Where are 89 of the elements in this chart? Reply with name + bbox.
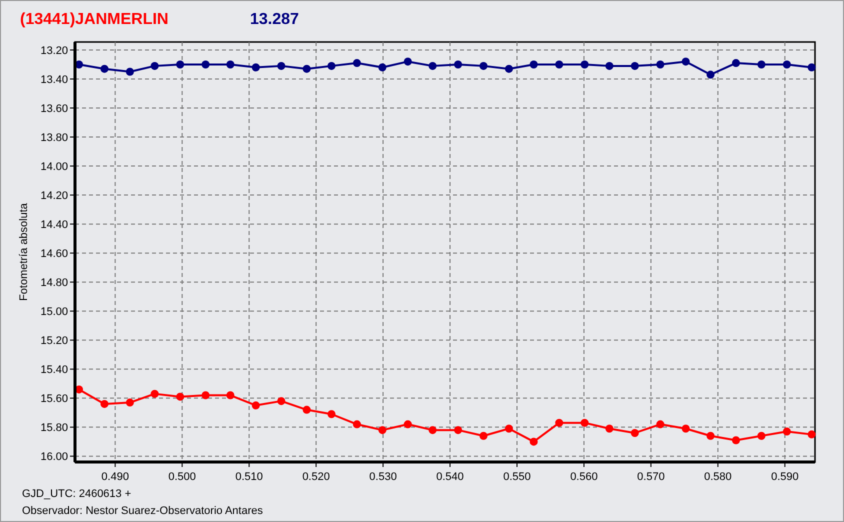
point — [126, 398, 134, 407]
chart-subtitle: 13.287 — [250, 11, 300, 28]
point — [682, 58, 690, 66]
point — [100, 64, 108, 73]
y-tick-label: 14.20 — [40, 190, 68, 202]
x-tick-label: 0.590 — [771, 471, 799, 483]
point — [782, 60, 791, 68]
point — [732, 59, 740, 68]
y-tick-label: 13.40 — [40, 74, 68, 86]
point — [176, 392, 184, 401]
point — [808, 63, 816, 72]
point — [302, 406, 311, 414]
point — [682, 424, 690, 433]
x-tick-label: 0.490 — [101, 471, 129, 483]
y-tick-label: 14.40 — [40, 219, 68, 232]
point — [454, 426, 462, 434]
point — [605, 62, 614, 70]
text: Observador: Nestor Suarez-Observatorio Antares — [22, 505, 264, 517]
point — [150, 390, 159, 398]
point — [555, 60, 564, 68]
point — [176, 60, 184, 68]
point — [656, 60, 664, 68]
y-tick-label: 15.00 — [40, 306, 68, 318]
point — [656, 420, 664, 428]
point — [580, 60, 589, 68]
y-tick-label: 14.60 — [40, 248, 68, 260]
point — [404, 58, 412, 66]
point — [454, 60, 462, 68]
point — [480, 62, 488, 70]
x-tick-label: 0.500 — [168, 471, 196, 483]
point — [757, 60, 766, 68]
y-tick-label: 15.60 — [40, 393, 68, 406]
point — [808, 430, 816, 438]
point — [580, 418, 589, 427]
point — [555, 418, 564, 427]
point — [732, 436, 740, 444]
y-axis-title: Fotometría absoluta — [18, 202, 30, 301]
y-tick-label: 15.40 — [40, 364, 68, 376]
point — [428, 426, 437, 434]
point — [226, 391, 234, 400]
text: GJD_UTC: 2460613 + — [22, 488, 132, 500]
point — [327, 410, 336, 418]
y-tick-label: 13.80 — [40, 132, 68, 144]
point — [126, 68, 134, 76]
point — [352, 59, 361, 68]
chart-title: (13441)JANMERLIN — [20, 11, 168, 28]
x-tick-label: 0.540 — [436, 471, 464, 483]
point — [202, 60, 210, 68]
point — [782, 428, 791, 436]
point — [757, 432, 766, 440]
point — [706, 432, 715, 440]
point — [277, 397, 286, 406]
x-tick-label: 0.560 — [570, 471, 598, 483]
point — [352, 420, 361, 428]
y-tick-label: 15.20 — [40, 335, 68, 348]
x-tick-label: 0.570 — [637, 471, 665, 483]
x-tick-label: 0.530 — [369, 471, 397, 483]
point — [630, 62, 639, 70]
point — [378, 63, 386, 72]
point — [378, 426, 386, 434]
point — [252, 63, 260, 72]
point — [150, 62, 159, 70]
point — [277, 62, 286, 70]
point — [706, 70, 715, 79]
y-tick-label: 13.20 — [40, 44, 68, 57]
point — [252, 401, 260, 410]
x-tick-label: 0.580 — [704, 471, 732, 483]
x-tick-label: 0.550 — [503, 471, 531, 483]
point — [100, 400, 108, 408]
point — [504, 424, 513, 433]
point — [605, 424, 614, 433]
point — [302, 64, 311, 73]
y-tick-label: 15.80 — [40, 422, 68, 434]
point — [530, 438, 538, 446]
point — [428, 62, 437, 70]
y-tick-label: 14.00 — [40, 161, 68, 174]
point — [404, 420, 412, 428]
x-tick-label: 0.510 — [235, 471, 263, 483]
y-tick-label: 14.80 — [40, 277, 68, 290]
point — [480, 432, 488, 440]
y-tick-label: 16.00 — [40, 451, 68, 464]
y-tick-label: 13.60 — [40, 103, 68, 116]
point — [226, 60, 234, 68]
point — [327, 62, 336, 70]
point — [530, 60, 538, 68]
point — [504, 64, 513, 73]
x-tick-label: 0.520 — [302, 471, 330, 483]
point — [630, 428, 639, 437]
point — [202, 391, 210, 400]
